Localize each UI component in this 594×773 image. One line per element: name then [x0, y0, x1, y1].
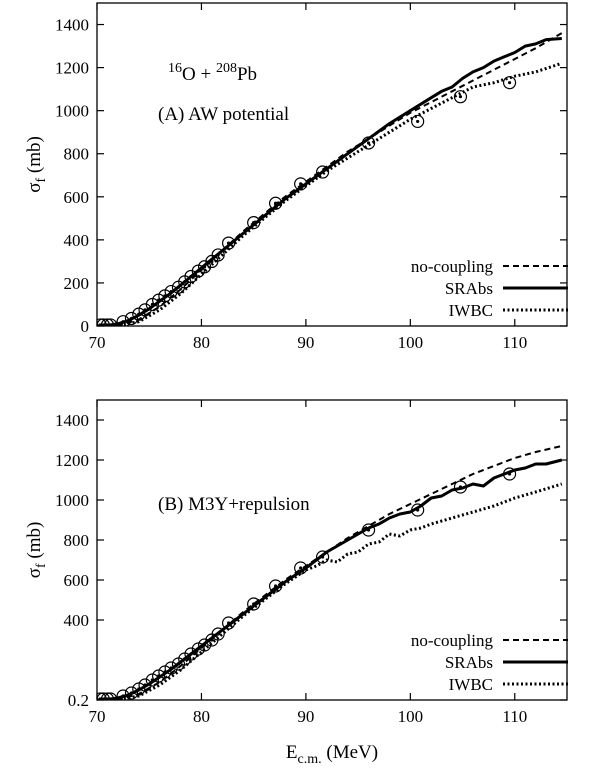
legend-label: SRAbs	[445, 279, 493, 298]
y-tick-label: 400	[64, 611, 90, 630]
data-point	[453, 480, 468, 494]
y-tick-label: 1200	[55, 59, 89, 78]
data-point	[116, 315, 130, 326]
data-point	[211, 627, 225, 641]
series-line-no-coupling	[97, 445, 563, 700]
panel-label: (B) M3Y+repulsion	[158, 494, 310, 515]
y-tick-label: 1000	[55, 491, 89, 510]
data-point	[103, 318, 118, 326]
panel-a: 70 80 90 100 110 0 200 400 600 800 1000 1200 1400 σf …	[24, 2, 568, 352]
data-point	[453, 90, 468, 104]
plot-frame	[96, 399, 568, 701]
x-tick-label: 90	[297, 707, 314, 726]
data-point	[222, 616, 236, 630]
plot-area	[97, 32, 563, 326]
data-point	[103, 692, 118, 700]
data-point	[184, 647, 198, 661]
y-tick-label: 0	[81, 317, 90, 336]
data-point	[411, 503, 425, 517]
data-point	[247, 216, 261, 230]
data-point	[164, 661, 178, 675]
data-point	[100, 318, 115, 326]
data-point	[294, 177, 308, 191]
data-point	[138, 678, 152, 692]
reaction-label: 16O + 208Pb	[168, 61, 257, 85]
data-point	[316, 550, 330, 564]
y-tick-label: 1400	[55, 16, 89, 35]
x-tick-label: 110	[502, 333, 527, 352]
data-point	[247, 597, 261, 611]
y-tick-label: 200	[64, 274, 90, 293]
data-point	[411, 114, 425, 129]
x-tick-label: 80	[193, 333, 210, 352]
legend-label: no-coupling	[411, 631, 494, 650]
y-tick-label: 1400	[55, 411, 89, 430]
y-axis-label: σf (mb)	[24, 136, 49, 193]
legend-label: IWBC	[449, 301, 493, 320]
data-point	[124, 686, 139, 700]
x-tick-label: 70	[89, 333, 106, 352]
data-point	[222, 236, 236, 250]
series-line-iwbc	[97, 482, 563, 700]
data-point	[211, 248, 225, 262]
series-line-no-coupling	[97, 32, 563, 326]
data-point	[100, 692, 115, 700]
data-point	[116, 689, 130, 700]
data-point	[197, 638, 212, 652]
plot-area	[97, 445, 563, 700]
x-tick-label: 100	[398, 333, 424, 352]
data-point	[502, 467, 517, 481]
y-tick-label: 800	[64, 531, 90, 550]
legend: no-coupling SRAbs IWBC	[411, 631, 568, 694]
data-point	[294, 561, 308, 575]
y-axis-label: σf (mb)	[24, 522, 49, 579]
y-tick-label: 1000	[55, 102, 89, 121]
data-point	[316, 165, 330, 179]
y-tick-label: 400	[64, 231, 90, 250]
legend-label: no-coupling	[411, 257, 494, 276]
y-tick-label: 800	[64, 145, 90, 164]
plot-frame	[96, 2, 568, 327]
y-tick-label: 1200	[55, 451, 89, 470]
series-line-iwbc	[97, 61, 563, 326]
x-tick-label: 70	[89, 707, 106, 726]
y-tick-label: 600	[64, 188, 90, 207]
x-tick-label: 90	[297, 333, 314, 352]
legend-label: IWBC	[449, 675, 493, 694]
y-tick-label: 600	[64, 571, 90, 590]
data-point	[361, 523, 376, 537]
data-point	[361, 136, 376, 150]
x-tick-label: 110	[502, 707, 527, 726]
data-point	[124, 311, 139, 326]
data-point	[269, 196, 283, 210]
data-point	[164, 284, 178, 299]
x-tick-label: 100	[398, 707, 424, 726]
legend-label: SRAbs	[445, 653, 493, 672]
x-tick-label: 80	[193, 707, 210, 726]
y-tick-label: 0.2	[68, 691, 89, 710]
x-axis-label: Ec.m. (MeV)	[286, 742, 378, 767]
panel-label: (A) AW potential	[158, 104, 289, 125]
data-point	[269, 579, 283, 593]
panel-b: 70 80 90 100 110 0.2 400 600 800 1000 1200 1400 σf (…	[24, 399, 568, 767]
data-point	[502, 76, 517, 90]
legend: no-coupling SRAbs IWBC	[411, 257, 568, 320]
